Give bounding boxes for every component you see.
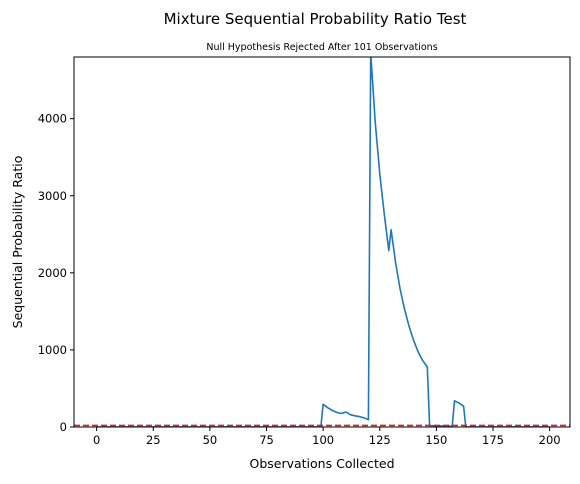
x-tick-label: 125 <box>369 433 391 447</box>
x-tick-label: 0 <box>93 433 100 447</box>
y-tick-label: 3000 <box>38 189 67 203</box>
plot-frame <box>73 56 571 428</box>
y-axis: 0 1000 2000 3000 4000 <box>38 112 74 434</box>
series-line-0 <box>96 57 550 427</box>
x-tick-label: 100 <box>312 433 334 447</box>
x-axis: 0 25 50 75 100 125 150 175 200 <box>93 427 561 447</box>
x-tick-label: 25 <box>146 433 161 447</box>
chart-subtitle: Null Hypothesis Rejected After 101 Obser… <box>206 42 437 53</box>
x-tick-label: 150 <box>425 433 447 447</box>
x-tick-label: 75 <box>259 433 274 447</box>
y-tick-label: 0 <box>60 420 67 434</box>
x-axis-label: Observations Collected <box>249 456 394 471</box>
chart-title: Mixture Sequential Probability Ratio Tes… <box>164 10 467 28</box>
y-tick-label: 1000 <box>38 343 67 357</box>
y-tick-label: 4000 <box>38 112 67 126</box>
x-tick-label: 50 <box>203 433 218 447</box>
y-tick-label: 2000 <box>38 266 67 280</box>
y-axis-label: Sequential Probability Ratio <box>10 156 25 329</box>
plot-area <box>74 57 570 427</box>
x-tick-label: 200 <box>539 433 561 447</box>
x-tick-label: 175 <box>482 433 504 447</box>
